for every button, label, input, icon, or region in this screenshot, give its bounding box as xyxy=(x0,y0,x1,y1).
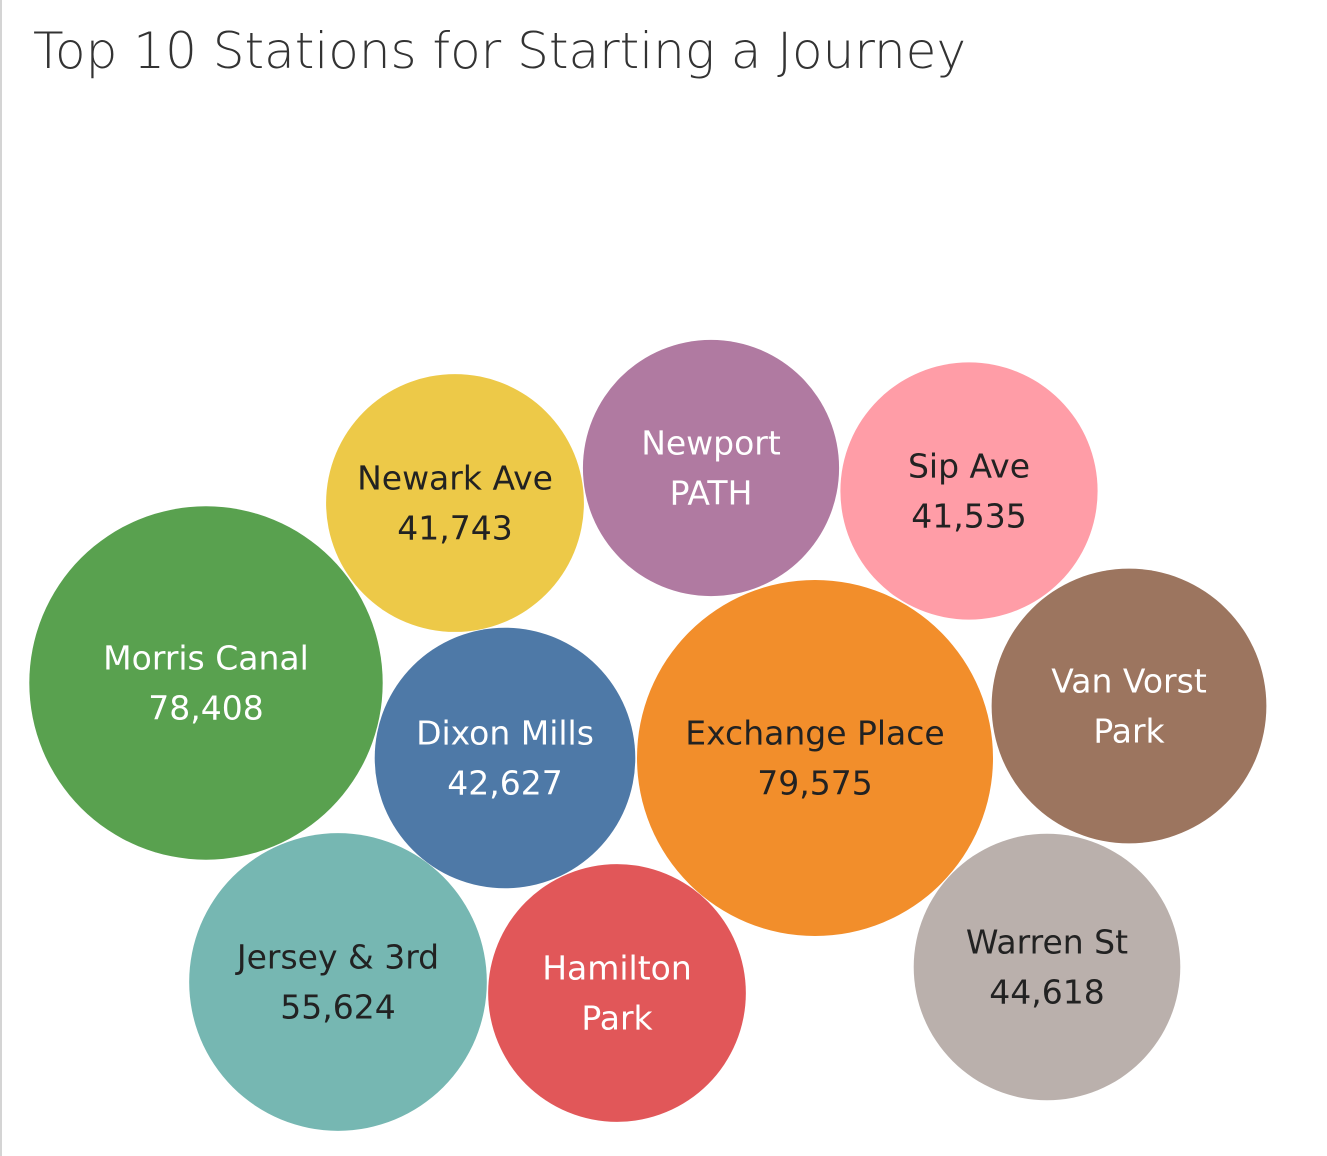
bubble-circle-jersey-and-3rd[interactable] xyxy=(189,833,487,1131)
bubble-warren-st[interactable]: Warren St 44,618 xyxy=(913,833,1181,1101)
bubble-name-label-jersey-and-3rd: Jersey & 3rd xyxy=(235,938,439,977)
bubble-value-label-sip-ave: 41,535 xyxy=(911,497,1026,536)
bubble-name-label-newport-path-line-2: PATH xyxy=(670,474,753,513)
bubble-value-label-warren-st: 44,618 xyxy=(989,973,1104,1012)
bubble-circle-van-vorst-park[interactable] xyxy=(991,568,1267,844)
bubble-dixon-mills[interactable]: Dixon Mills 42,627 xyxy=(374,627,636,889)
bubble-circle-newark-ave[interactable] xyxy=(326,374,584,632)
bubble-newport-path[interactable]: Newport PATH xyxy=(582,339,840,597)
bubble-name-label-hamilton-park-line-1: Hamilton xyxy=(542,949,692,988)
chart-title: Top 10 Stations for Starting a Journey xyxy=(33,22,967,80)
bubble-morris-canal[interactable]: Morris Canal 78,408 xyxy=(29,506,383,860)
bubble-sip-ave[interactable]: Sip Ave 41,535 xyxy=(840,362,1098,620)
left-border xyxy=(0,0,2,1156)
bubble-name-label-newport-path-line-1: Newport xyxy=(641,424,781,463)
bubble-circle-newport-path[interactable] xyxy=(582,339,840,597)
bubble-circle-hamilton-park[interactable] xyxy=(488,864,746,1122)
bubble-name-label-exchange-place: Exchange Place xyxy=(685,714,944,753)
bubble-name-label-van-vorst-park-line-1: Van Vorst xyxy=(1051,662,1207,701)
bubble-name-label-van-vorst-park-line-2: Park xyxy=(1093,712,1165,751)
bubble-name-label-hamilton-park-line-2: Park xyxy=(581,999,653,1038)
bubble-jersey-and-3rd[interactable]: Jersey & 3rd 55,624 xyxy=(189,833,487,1131)
bubble-exchange-place[interactable]: Exchange Place 79,575 xyxy=(637,580,993,936)
bubble-circle-sip-ave[interactable] xyxy=(840,362,1098,620)
bubble-value-label-dixon-mills: 42,627 xyxy=(447,764,562,803)
bubble-value-label-morris-canal: 78,408 xyxy=(148,689,263,728)
bubble-value-label-newark-ave: 41,743 xyxy=(397,509,512,548)
bubble-circle-dixon-mills[interactable] xyxy=(374,627,636,889)
bubble-value-label-jersey-and-3rd: 55,624 xyxy=(280,988,395,1027)
bubble-name-label-morris-canal: Morris Canal xyxy=(103,639,309,678)
bubble-circle-exchange-place[interactable] xyxy=(637,580,993,936)
bubble-name-label-dixon-mills: Dixon Mills xyxy=(416,714,594,753)
bubble-hamilton-park[interactable]: Hamilton Park xyxy=(488,864,746,1122)
bubble-name-label-warren-st: Warren St xyxy=(966,923,1128,962)
bubble-name-label-sip-ave: Sip Ave xyxy=(908,447,1030,486)
bubble-name-label-newark-ave: Newark Ave xyxy=(357,459,553,498)
bubble-circle-morris-canal[interactable] xyxy=(29,506,383,860)
bubble-van-vorst-park[interactable]: Van Vorst Park xyxy=(991,568,1267,844)
bubble-newark-ave[interactable]: Newark Ave 41,743 xyxy=(326,374,584,632)
bubble-value-label-exchange-place: 79,575 xyxy=(757,764,872,803)
bubble-circle-warren-st[interactable] xyxy=(913,833,1181,1101)
